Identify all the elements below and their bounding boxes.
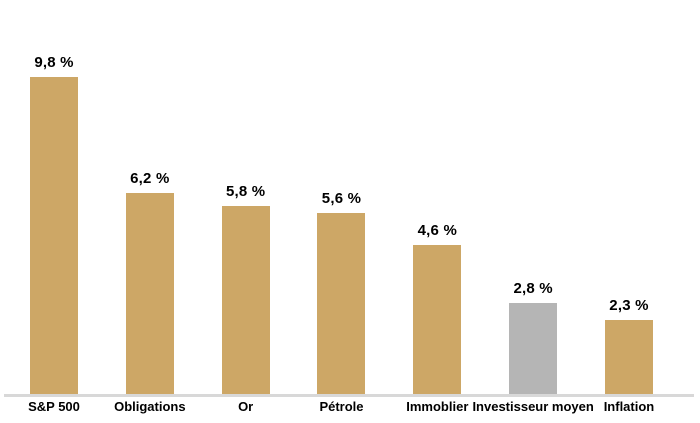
category-label: Inflation <box>603 399 655 414</box>
bar-5 <box>509 303 558 394</box>
category-label: Obligations <box>114 399 186 414</box>
bar-value-label: 4,6 % <box>417 222 457 239</box>
bar-2 <box>221 206 270 394</box>
bar-value-label: 5,6 % <box>321 190 362 207</box>
bar-0 <box>30 77 78 394</box>
bar-value-label: 2,8 % <box>513 280 553 297</box>
x-axis-line <box>4 394 694 397</box>
category-label: Immoblier <box>406 399 469 414</box>
bar-value-label: 2,3 % <box>609 297 649 314</box>
category-label: Pétrole <box>319 399 364 414</box>
bar-value-label: 5,8 % <box>225 183 266 200</box>
bar-6 <box>604 320 653 394</box>
bar-4 <box>413 245 462 394</box>
bar-value-label: 9,8 % <box>34 54 74 71</box>
bar-3 <box>317 213 366 394</box>
bar-1 <box>125 193 174 394</box>
category-label: S&P 500 <box>28 399 80 414</box>
category-label: Or <box>238 399 254 414</box>
category-label: Investisseur moyen <box>472 399 594 414</box>
bar-value-label: 6,2 % <box>130 170 170 187</box>
